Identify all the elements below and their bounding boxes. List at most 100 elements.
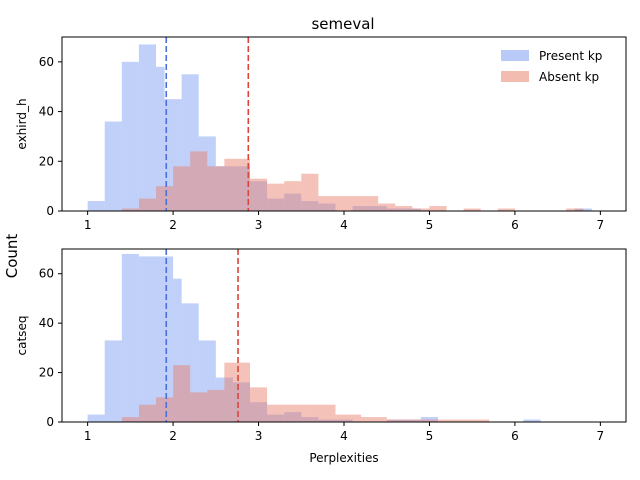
present-kp-bar: [164, 99, 182, 211]
absent-kp-bar: [121, 208, 139, 211]
absent-kp-bar: [335, 196, 362, 211]
present-kp-bar: [173, 278, 182, 422]
absent-kp-bar: [386, 419, 430, 422]
present-kp-bar: [181, 303, 199, 422]
absent-kp-bar: [207, 166, 225, 211]
present-kp-bar: [250, 181, 268, 211]
absent-kp-bar: [395, 206, 413, 211]
present-kp-bar: [403, 419, 421, 422]
absent-kp-bar: [224, 158, 250, 211]
present-kp-bar: [156, 256, 174, 422]
present-kp-bar: [87, 201, 105, 211]
absent-kp-bar: [378, 203, 396, 211]
x-tick-label: 3: [255, 429, 263, 443]
present-kp-bar: [250, 402, 268, 422]
absent-kp-bar: [301, 173, 319, 211]
absent-kp-bar: [463, 208, 481, 211]
x-tick-label: 4: [340, 429, 348, 443]
present-kp-bar: [284, 193, 302, 211]
absent-kp-bar: [138, 404, 156, 422]
absent-kp-bar: [318, 196, 336, 211]
x-tick-label: 5: [426, 218, 434, 232]
y-tick-label: 60: [39, 55, 54, 69]
legend-swatch-present: [501, 50, 529, 61]
absent-kp-bar: [173, 365, 191, 422]
present-kp-bar: [181, 74, 199, 212]
present-kp-bar: [318, 419, 336, 422]
x-tick-label: 3: [255, 218, 263, 232]
present-kp-bar: [232, 382, 250, 422]
y-tick-label: 60: [39, 267, 54, 281]
absent-kp-bar: [267, 183, 285, 211]
absent-kp-bar: [309, 404, 336, 422]
shared-y-axis-label: Count: [3, 234, 21, 279]
present-kp-bar: [386, 419, 404, 422]
x-tick-label: 6: [511, 429, 519, 443]
present-kp-bar: [284, 412, 302, 422]
present-kp-bar: [386, 208, 404, 211]
absent-kp-bar: [497, 208, 515, 211]
x-tick-label: 7: [597, 218, 605, 232]
present-kp-bar: [87, 414, 105, 422]
present-kp-bar: [138, 256, 156, 422]
present-kp-bar: [104, 340, 122, 422]
y-tick-label: 40: [39, 316, 54, 330]
absent-kp-bar: [335, 414, 362, 422]
present-kp-bar: [267, 414, 285, 422]
x-tick-label: 5: [426, 429, 434, 443]
absent-kp-bar: [284, 181, 302, 211]
panel-y-axis-label: exhird_h: [15, 98, 29, 149]
present-kp-bar: [352, 206, 370, 211]
present-kp-bar: [138, 44, 156, 212]
present-kp-bar: [403, 208, 421, 211]
x-tick-label: 6: [511, 218, 519, 232]
absent-kp-bar: [267, 404, 285, 422]
present-kp-bar: [267, 198, 285, 211]
absent-kp-bar: [429, 206, 447, 211]
legend-label-absent: Absent kp: [539, 70, 599, 84]
absent-kp-bar: [121, 417, 139, 422]
absent-kp-bar: [190, 392, 208, 422]
y-tick-label: 20: [39, 366, 54, 380]
absent-kp-bar: [156, 186, 174, 211]
absent-kp-bar: [361, 196, 379, 211]
figure-title: semeval: [311, 15, 374, 33]
x-tick-label: 4: [340, 218, 348, 232]
present-kp-bar: [232, 166, 250, 211]
present-kp-bar: [574, 208, 592, 211]
present-kp-bar: [420, 417, 438, 422]
present-kp-bar: [523, 419, 541, 422]
absent-kp-bar: [566, 208, 584, 211]
y-tick-label: 40: [39, 105, 54, 119]
present-kp-bar: [215, 377, 233, 422]
present-kp-bar: [369, 206, 387, 211]
present-kp-bar: [198, 136, 216, 211]
absent-kp-bar: [361, 417, 387, 422]
y-tick-label: 20: [39, 154, 54, 168]
x-tick-label: 1: [84, 218, 92, 232]
absent-kp-bar: [429, 419, 490, 422]
y-tick-label: 0: [46, 415, 54, 429]
absent-kp-bar: [173, 166, 191, 211]
legend: Present kp Absent kp: [501, 49, 602, 84]
present-kp-bar: [301, 201, 319, 211]
absent-kp-bar: [190, 151, 208, 211]
absent-kp-bar: [250, 387, 268, 422]
bottom-panel-catseq: 1 2 3 4 5 6 7 0 20 40 60 catseq Perplexities: [15, 248, 627, 465]
absent-kp-bar: [156, 397, 174, 422]
top-panel-exhird-h: 1 2 3 4 5 6 7 0 20 40 60 exhird_h Present kp Absent k…: [15, 36, 627, 232]
present-kp-bar: [104, 121, 122, 211]
absent-kp-bar: [138, 198, 156, 211]
absent-kp-bar: [284, 404, 310, 422]
y-tick-label: 0: [46, 204, 54, 218]
present-kp-bar: [198, 340, 216, 422]
absent-kp-bar: [224, 362, 250, 422]
x-tick-label: 2: [169, 218, 177, 232]
present-kp-bar: [318, 203, 336, 211]
present-kp-bar: [156, 66, 165, 211]
x-tick-label: 7: [597, 429, 605, 443]
absent-kp-bar: [250, 178, 268, 211]
present-kp-bar: [215, 166, 233, 211]
